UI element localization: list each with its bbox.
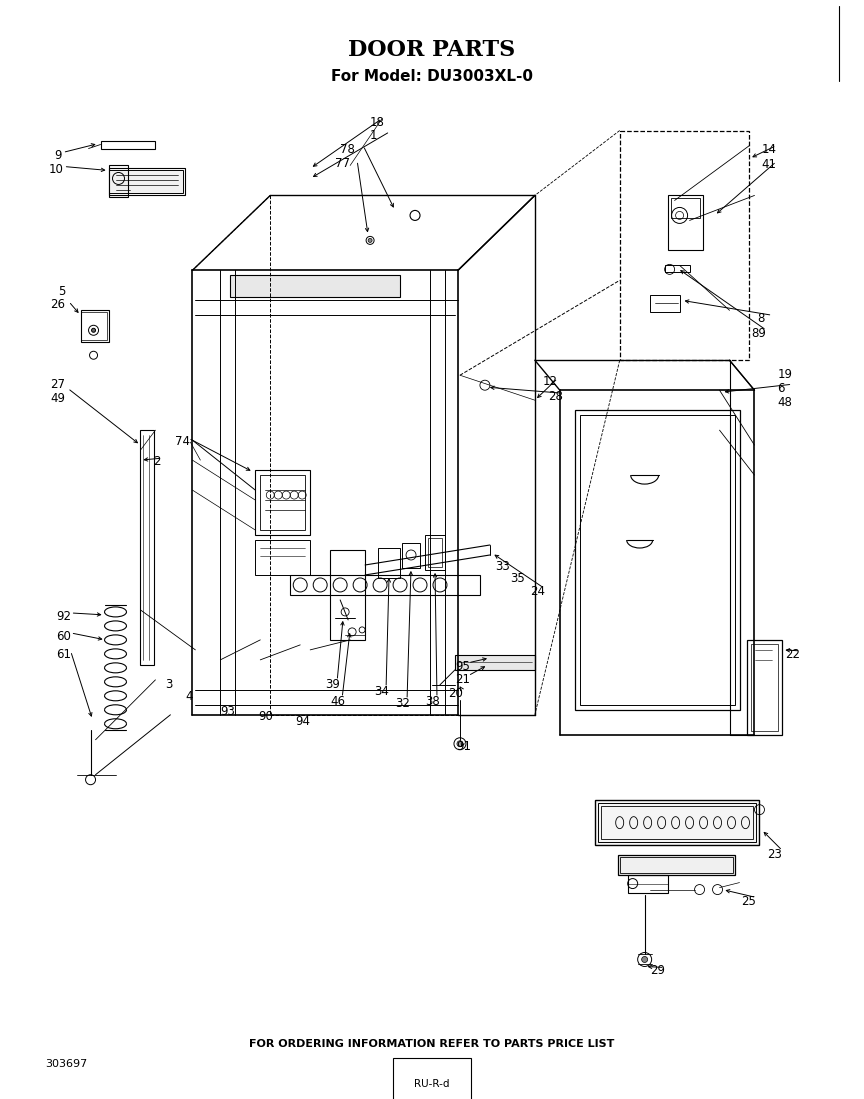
Text: 46: 46 (330, 695, 345, 708)
Text: 60: 60 (57, 630, 72, 643)
Text: 61: 61 (57, 648, 72, 660)
Text: 77: 77 (335, 157, 350, 170)
Text: 1: 1 (370, 129, 378, 142)
Bar (141, 430, 155, 665)
Text: 14: 14 (761, 143, 777, 156)
Text: 33: 33 (495, 560, 510, 573)
Text: 35: 35 (510, 571, 524, 585)
Text: 95: 95 (455, 659, 470, 673)
Bar (255, 470, 310, 535)
Text: 24: 24 (530, 585, 545, 598)
Text: 34: 34 (374, 685, 389, 698)
Text: 89: 89 (752, 328, 766, 341)
Text: 4: 4 (428, 1059, 436, 1073)
Text: 92: 92 (57, 610, 72, 623)
Bar (600, 806, 753, 839)
Text: 25: 25 (741, 895, 756, 908)
Bar (752, 644, 778, 731)
Circle shape (457, 741, 463, 746)
Bar (598, 802, 757, 842)
Text: 26: 26 (51, 298, 66, 311)
Text: For Model: DU3003XL-0: For Model: DU3003XL-0 (331, 68, 533, 84)
Bar (580, 415, 734, 704)
Text: 10: 10 (48, 164, 63, 177)
Bar (402, 543, 420, 568)
Text: 22: 22 (785, 648, 800, 660)
Text: 49: 49 (51, 392, 66, 406)
Text: 78: 78 (340, 143, 355, 156)
Text: 48: 48 (778, 397, 792, 409)
Bar (80, 310, 109, 342)
Bar (670, 199, 700, 219)
Polygon shape (618, 855, 734, 875)
Text: 29: 29 (650, 965, 664, 977)
Bar (619, 856, 733, 873)
Text: 12: 12 (543, 375, 558, 388)
Text: 91: 91 (456, 740, 471, 753)
Bar (109, 170, 183, 193)
Bar (260, 475, 305, 530)
Text: 28: 28 (548, 390, 562, 403)
Text: 74: 74 (175, 435, 190, 448)
Text: 90: 90 (258, 710, 273, 723)
Polygon shape (594, 800, 759, 845)
Text: FOR ORDERING INFORMATION REFER TO PARTS PRICE LIST: FOR ORDERING INFORMATION REFER TO PARTS … (250, 1040, 614, 1050)
Text: 2: 2 (154, 455, 161, 468)
Text: 18: 18 (370, 115, 385, 129)
Bar (231, 276, 400, 298)
Text: 6: 6 (778, 382, 785, 396)
Bar (378, 548, 400, 578)
Bar (255, 540, 310, 575)
Text: RU-R-d: RU-R-d (414, 1079, 450, 1089)
Text: 21: 21 (455, 673, 470, 686)
Text: 39: 39 (325, 678, 340, 691)
Text: 19: 19 (778, 368, 792, 381)
Text: 23: 23 (767, 847, 782, 861)
Text: 303697: 303697 (46, 1059, 88, 1069)
Bar (425, 535, 445, 570)
Text: 27: 27 (51, 378, 66, 391)
Text: 9: 9 (54, 148, 62, 162)
Polygon shape (455, 655, 535, 670)
Text: 93: 93 (220, 704, 235, 718)
Bar (575, 410, 740, 710)
Bar (80, 312, 106, 341)
Text: 4: 4 (186, 690, 193, 703)
Text: 8: 8 (758, 312, 765, 325)
Bar (668, 196, 702, 251)
Text: DOOR PARTS: DOOR PARTS (348, 38, 516, 60)
Text: 5: 5 (59, 286, 66, 298)
Bar (428, 539, 442, 567)
Text: 3: 3 (165, 678, 173, 691)
Text: 38: 38 (425, 695, 440, 708)
Text: 94: 94 (295, 714, 310, 728)
Circle shape (642, 956, 648, 963)
Text: 32: 32 (395, 697, 410, 710)
Text: 41: 41 (761, 158, 777, 171)
Text: 20: 20 (448, 687, 463, 700)
Circle shape (92, 329, 96, 332)
Bar (109, 166, 129, 198)
Circle shape (368, 238, 372, 243)
Bar (747, 640, 783, 735)
Bar (627, 875, 668, 892)
